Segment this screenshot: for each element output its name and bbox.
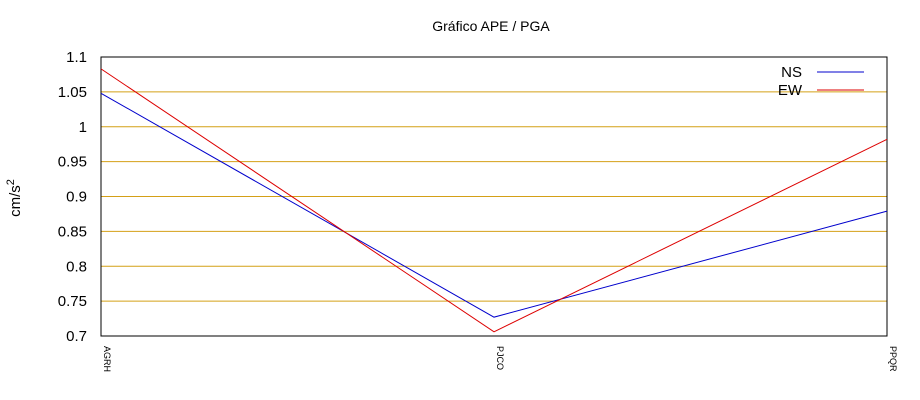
y-tick-label: 1 bbox=[79, 119, 87, 136]
y-axis-label: cm/s2 bbox=[5, 179, 24, 217]
y-tick-label: 0.95 bbox=[58, 154, 87, 171]
y-tick-label: 0.75 bbox=[58, 293, 87, 310]
plot-frame bbox=[100, 56, 888, 337]
y-tick-label: 0.9 bbox=[66, 189, 87, 206]
gridlines bbox=[101, 91, 887, 302]
y-axis-ticks: 0.7 0.75 0.8 0.85 0.9 0.95 1 1.05 1.1 bbox=[58, 49, 87, 345]
series-lines bbox=[100, 68, 888, 333]
x-tick-label: PJCO bbox=[495, 346, 505, 370]
y-axis-label-unit: cm/s bbox=[7, 185, 24, 217]
series-line-ew bbox=[100, 68, 888, 333]
chart-title: Gráfico APE / PGA bbox=[432, 18, 550, 34]
y-tick-label: 0.7 bbox=[66, 328, 87, 345]
y-tick-label: 0.85 bbox=[58, 223, 87, 240]
x-axis-ticks: AGRH PJCO PPQR bbox=[102, 346, 898, 372]
plot-area-border bbox=[100, 56, 888, 337]
y-tick-label: 0.8 bbox=[66, 258, 87, 275]
x-tick-label: AGRH bbox=[102, 346, 112, 372]
y-axis-label-exponent: 2 bbox=[5, 179, 17, 185]
y-tick-label: 1.1 bbox=[66, 49, 87, 66]
y-tick-label: 1.05 bbox=[58, 84, 87, 101]
x-tick-label: PPQR bbox=[888, 346, 898, 372]
series-line-ns bbox=[100, 92, 888, 318]
legend-label: EW bbox=[778, 82, 803, 99]
legend-label: NS bbox=[781, 64, 802, 81]
